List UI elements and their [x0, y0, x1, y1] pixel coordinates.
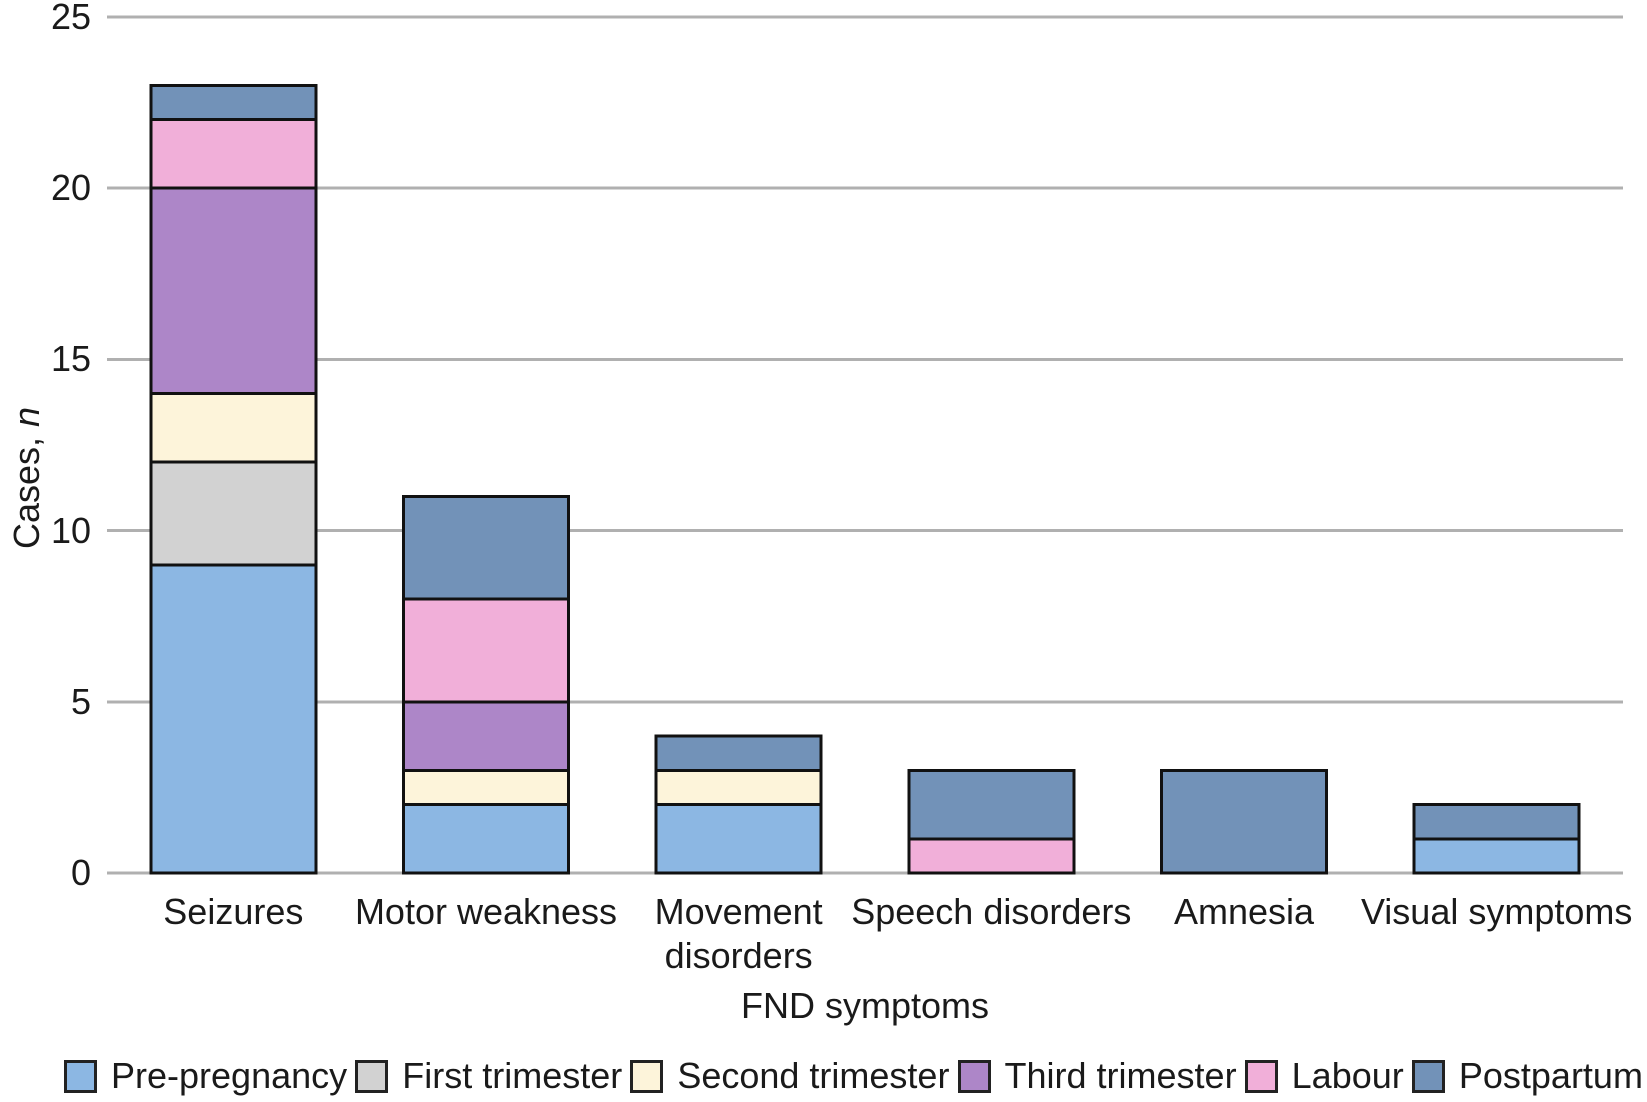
bar-segment-movement-disorders-second-trimester: [654, 768, 823, 807]
legend-swatch-postpartum: [1411, 1059, 1445, 1093]
bar-segment-movement-disorders-postpartum: [654, 734, 823, 772]
legend-swatch-pre-pregnancy: [64, 1059, 97, 1093]
legend-label-second-trimester: Second trimester: [677, 1055, 950, 1096]
x-category-label-visual-symptoms: Visual symptoms: [1360, 891, 1633, 932]
legend-item-postpartum: Postpartum: [1411, 1055, 1643, 1096]
bar-segment-speech-disorders-labour: [907, 837, 1076, 875]
legend-label-third-trimester: Third trimester: [1004, 1055, 1237, 1096]
bar-segment-amnesia-postpartum: [1160, 768, 1328, 875]
y-tick-label-10: 10: [50, 509, 91, 551]
x-category-label-amnesia: Amnesia: [1173, 891, 1315, 932]
bar-segment-motor-weakness-postpartum: [402, 494, 570, 601]
bar-segment-visual-symptoms-postpartum: [1412, 803, 1581, 841]
bar-segment-movement-disorders-pre-pregnancy: [654, 803, 823, 875]
y-axis-label-text: Cases,: [6, 426, 47, 550]
legend-item-second-trimester: Second trimester: [630, 1056, 949, 1096]
bar-segment-motor-weakness-labour: [402, 597, 570, 704]
bar-segment-seizures-third-trimester: [149, 186, 318, 396]
bar-segment-seizures-labour: [149, 118, 318, 190]
legend-swatch-labour: [1244, 1059, 1278, 1093]
legend: Pre-pregnancy First trimester Second tri…: [64, 1054, 1643, 1098]
bar-segment-motor-weakness-third-trimester: [402, 700, 570, 772]
legend-swatch-third-trimester: [957, 1059, 991, 1093]
legend-label-postpartum: Postpartum: [1458, 1055, 1643, 1096]
legend-swatch-first-trimester: [355, 1059, 389, 1093]
bar-segment-seizures-pre-pregnancy: [149, 563, 318, 875]
x-category-label-motor-weakness: Motor weakness: [354, 891, 618, 932]
x-category-label-movement-disorders: Movement disorders: [654, 891, 823, 976]
y-axis-label-italic-n: n: [6, 406, 47, 427]
legend-swatch-second-trimester: [630, 1059, 664, 1093]
bar-segment-visual-symptoms-pre-pregnancy: [1412, 837, 1581, 875]
bar-segment-seizures-second-trimester: [149, 392, 318, 464]
y-tick-label-20: 20: [50, 167, 91, 209]
y-tick-label-25: 25: [50, 0, 91, 37]
x-axis-label: FND symptoms: [740, 985, 989, 1026]
y-axis-label: Cases, n: [6, 407, 48, 549]
bar-segment-seizures-first-trimester: [149, 460, 318, 567]
y-tick-label-15: 15: [50, 338, 91, 380]
bar-segment-speech-disorders-postpartum: [907, 768, 1076, 841]
legend-item-pre-pregnancy: Pre-pregnancy: [64, 1056, 347, 1096]
legend-label-pre-pregnancy: Pre-pregnancy: [111, 1055, 348, 1096]
legend-item-first-trimester: First trimester: [355, 1056, 622, 1096]
legend-item-labour: Labour: [1244, 1055, 1404, 1096]
bar-segment-motor-weakness-pre-pregnancy: [402, 803, 570, 875]
legend-item-third-trimester: Third trimester: [957, 1055, 1237, 1096]
y-tick-label-5: 5: [70, 680, 91, 722]
bar-segment-motor-weakness-second-trimester: [402, 768, 570, 807]
y-tick-label-0: 0: [70, 852, 91, 893]
x-category-label-seizures: Seizures: [163, 891, 304, 932]
legend-label-first-trimester: First trimester: [402, 1055, 623, 1096]
legend-label-labour: Labour: [1291, 1055, 1404, 1096]
x-category-label-speech-disorders: Speech disorders: [851, 891, 1132, 932]
bar-segment-seizures-postpartum: [149, 83, 318, 122]
